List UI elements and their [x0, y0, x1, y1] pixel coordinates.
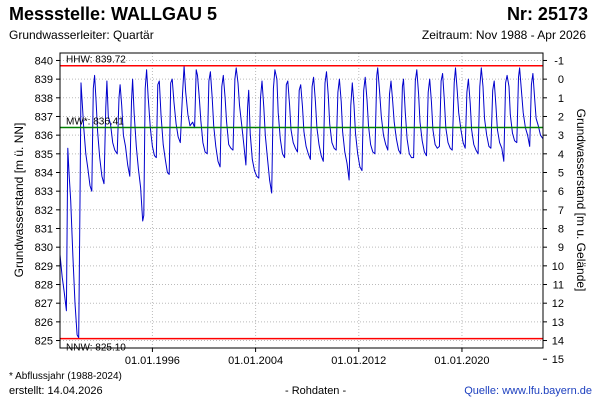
- y-tick-label: 832: [35, 205, 53, 217]
- grid-layer: [60, 53, 543, 348]
- y-right-tick-label: 4: [558, 149, 564, 161]
- y-tick-label: 830: [35, 242, 53, 254]
- y-tick-label: 836: [35, 130, 53, 142]
- y-right-tick-label: -1: [554, 55, 564, 67]
- series-line: [59, 65, 544, 339]
- y-right-tick-label: 11: [553, 280, 564, 292]
- y-tick-label: 827: [35, 298, 53, 310]
- y-tick-label: 833: [35, 186, 53, 198]
- y-axis-label: Grundwasserstand [m ü. NN]: [12, 123, 26, 278]
- y-right-tick-label: 15: [552, 354, 564, 366]
- y-right-tick-label: 5: [558, 167, 564, 179]
- y-tick-label: 825: [35, 336, 53, 348]
- created-date: erstellt: 14.04.2026: [9, 385, 103, 397]
- y-right-tick-label: 3: [558, 130, 564, 142]
- raw-data-label: - Rohdaten -: [285, 385, 347, 397]
- source-label: Quelle:: [464, 385, 500, 397]
- page-title: Messstelle: WALLGAU 5: [9, 4, 218, 24]
- y-right-tick-label: 8: [558, 224, 564, 236]
- y-tick-label: 838: [35, 93, 53, 105]
- y-right-tick-label: 14: [552, 336, 564, 348]
- reference-label: HHW: 839.72: [66, 55, 126, 66]
- y-right-tick-label: 13: [552, 317, 564, 329]
- axes: 8258268278288298308318328338348358368378…: [35, 55, 564, 367]
- y-tick-label: 831: [35, 224, 53, 236]
- y-right-tick-label: 1: [558, 93, 564, 105]
- y-right-tick-label: 7: [558, 205, 564, 217]
- source-link[interactable]: www.lfu.bayern.de: [502, 385, 592, 397]
- x-tick-label: 01.01.2004: [228, 355, 283, 367]
- station-number: Nr: 25173: [506, 4, 588, 24]
- y-right-tick-label: 10: [552, 261, 564, 273]
- y-right-tick-label: 2: [558, 111, 564, 123]
- y-right-tick-label: 9: [558, 242, 564, 254]
- reference-label: MW*: 836.41: [66, 116, 124, 127]
- x-tick-label: 01.01.2012: [331, 355, 386, 367]
- x-tick-label: 01.01.2020: [434, 355, 489, 367]
- y-right-tick-label: 6: [558, 186, 564, 198]
- y-tick-label: 840: [35, 55, 53, 67]
- y-tick-label: 829: [35, 261, 53, 273]
- plot-background: [60, 53, 543, 348]
- y-tick-label: 826: [35, 317, 53, 329]
- y-tick-label: 834: [35, 167, 53, 179]
- plot-border: [59, 52, 544, 349]
- y-axis-right-label: Grundwasserstand [m u. Gelände]: [574, 109, 588, 292]
- aquifer-subtitle: Grundwasserleiter: Quartär: [9, 28, 154, 42]
- footnote: * Abflussjahr (1988-2024): [9, 371, 122, 382]
- y-right-tick-label: 12: [552, 298, 564, 310]
- source: Quelle: www.lfu.bayern.de: [464, 385, 592, 397]
- y-tick-label: 837: [35, 111, 53, 123]
- y-tick-label: 828: [35, 280, 53, 292]
- y-tick-label: 839: [35, 74, 53, 86]
- y-right-tick-label: 0: [558, 74, 564, 86]
- line-layer: [59, 65, 544, 339]
- period-label: Zeitraum: Nov 1988 - Apr 2026: [421, 28, 586, 42]
- x-tick-label: 01.01.1996: [125, 355, 180, 367]
- y-tick-label: 835: [35, 149, 53, 161]
